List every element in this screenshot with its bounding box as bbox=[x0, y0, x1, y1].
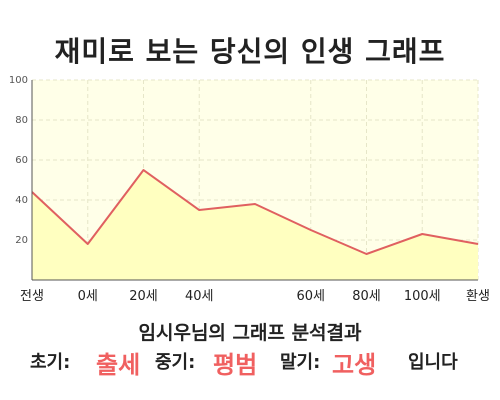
y-tick-label: 80 bbox=[15, 115, 28, 126]
early-value: 출세 bbox=[96, 351, 141, 379]
late-value: 고생 bbox=[332, 351, 377, 379]
y-tick-label: 60 bbox=[15, 155, 28, 166]
early-label: 초기: bbox=[30, 352, 71, 373]
y-tick-label: 100 bbox=[9, 75, 28, 86]
analysis-result-title: 임시우님의 그래프 분석결과 bbox=[138, 322, 362, 344]
middle-value: 평범 bbox=[213, 351, 258, 379]
x-tick-label: 전생 bbox=[20, 289, 44, 304]
y-tick-label: 40 bbox=[15, 195, 28, 206]
area-fill bbox=[32, 170, 478, 280]
x-tick-label: 80세 bbox=[352, 289, 381, 304]
life-graph-chart: 20 40 60 80 100 전생 0세 20세 40세 60세 80세 100세 환생 bbox=[9, 75, 490, 304]
x-tick-label: 100세 bbox=[404, 289, 441, 304]
x-tick-label: 40세 bbox=[185, 289, 214, 304]
verdict-suffix: 입니다 bbox=[408, 352, 458, 373]
page-title: 재미로 보는 당신의 인생 그래프 bbox=[54, 35, 446, 68]
x-tick-label: 60세 bbox=[296, 289, 325, 304]
y-tick-label: 20 bbox=[15, 235, 28, 246]
x-tick-label: 20세 bbox=[129, 289, 158, 304]
x-tick-label: 환생 bbox=[466, 289, 490, 304]
late-label: 말기: bbox=[280, 352, 321, 373]
middle-label: 중기: bbox=[155, 352, 196, 373]
x-tick-label: 0세 bbox=[78, 289, 98, 304]
